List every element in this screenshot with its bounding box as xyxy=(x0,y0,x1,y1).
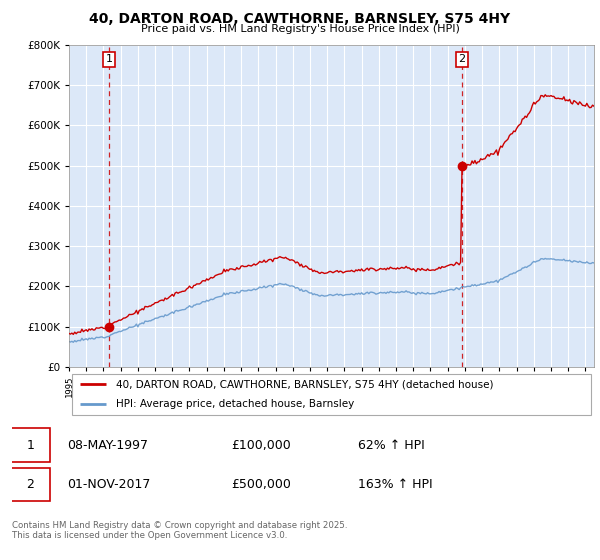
Text: 1: 1 xyxy=(106,54,113,64)
Text: Price paid vs. HM Land Registry's House Price Index (HPI): Price paid vs. HM Land Registry's House … xyxy=(140,24,460,34)
FancyBboxPatch shape xyxy=(11,428,50,463)
Text: 40, DARTON ROAD, CAWTHORNE, BARNSLEY, S75 4HY (detached house): 40, DARTON ROAD, CAWTHORNE, BARNSLEY, S7… xyxy=(116,379,494,389)
Text: £500,000: £500,000 xyxy=(231,478,291,491)
FancyBboxPatch shape xyxy=(71,374,592,415)
Text: £100,000: £100,000 xyxy=(231,439,290,452)
Text: Contains HM Land Registry data © Crown copyright and database right 2025.
This d: Contains HM Land Registry data © Crown c… xyxy=(12,521,347,540)
Text: 2: 2 xyxy=(458,54,466,64)
Text: 01-NOV-2017: 01-NOV-2017 xyxy=(67,478,150,491)
Text: 40, DARTON ROAD, CAWTHORNE, BARNSLEY, S75 4HY: 40, DARTON ROAD, CAWTHORNE, BARNSLEY, S7… xyxy=(89,12,511,26)
FancyBboxPatch shape xyxy=(11,468,50,501)
Text: HPI: Average price, detached house, Barnsley: HPI: Average price, detached house, Barn… xyxy=(116,399,355,409)
Text: 08-MAY-1997: 08-MAY-1997 xyxy=(67,439,148,452)
Text: 2: 2 xyxy=(26,478,34,491)
Text: 1: 1 xyxy=(26,439,34,452)
Text: 163% ↑ HPI: 163% ↑ HPI xyxy=(358,478,432,491)
Text: 62% ↑ HPI: 62% ↑ HPI xyxy=(358,439,424,452)
